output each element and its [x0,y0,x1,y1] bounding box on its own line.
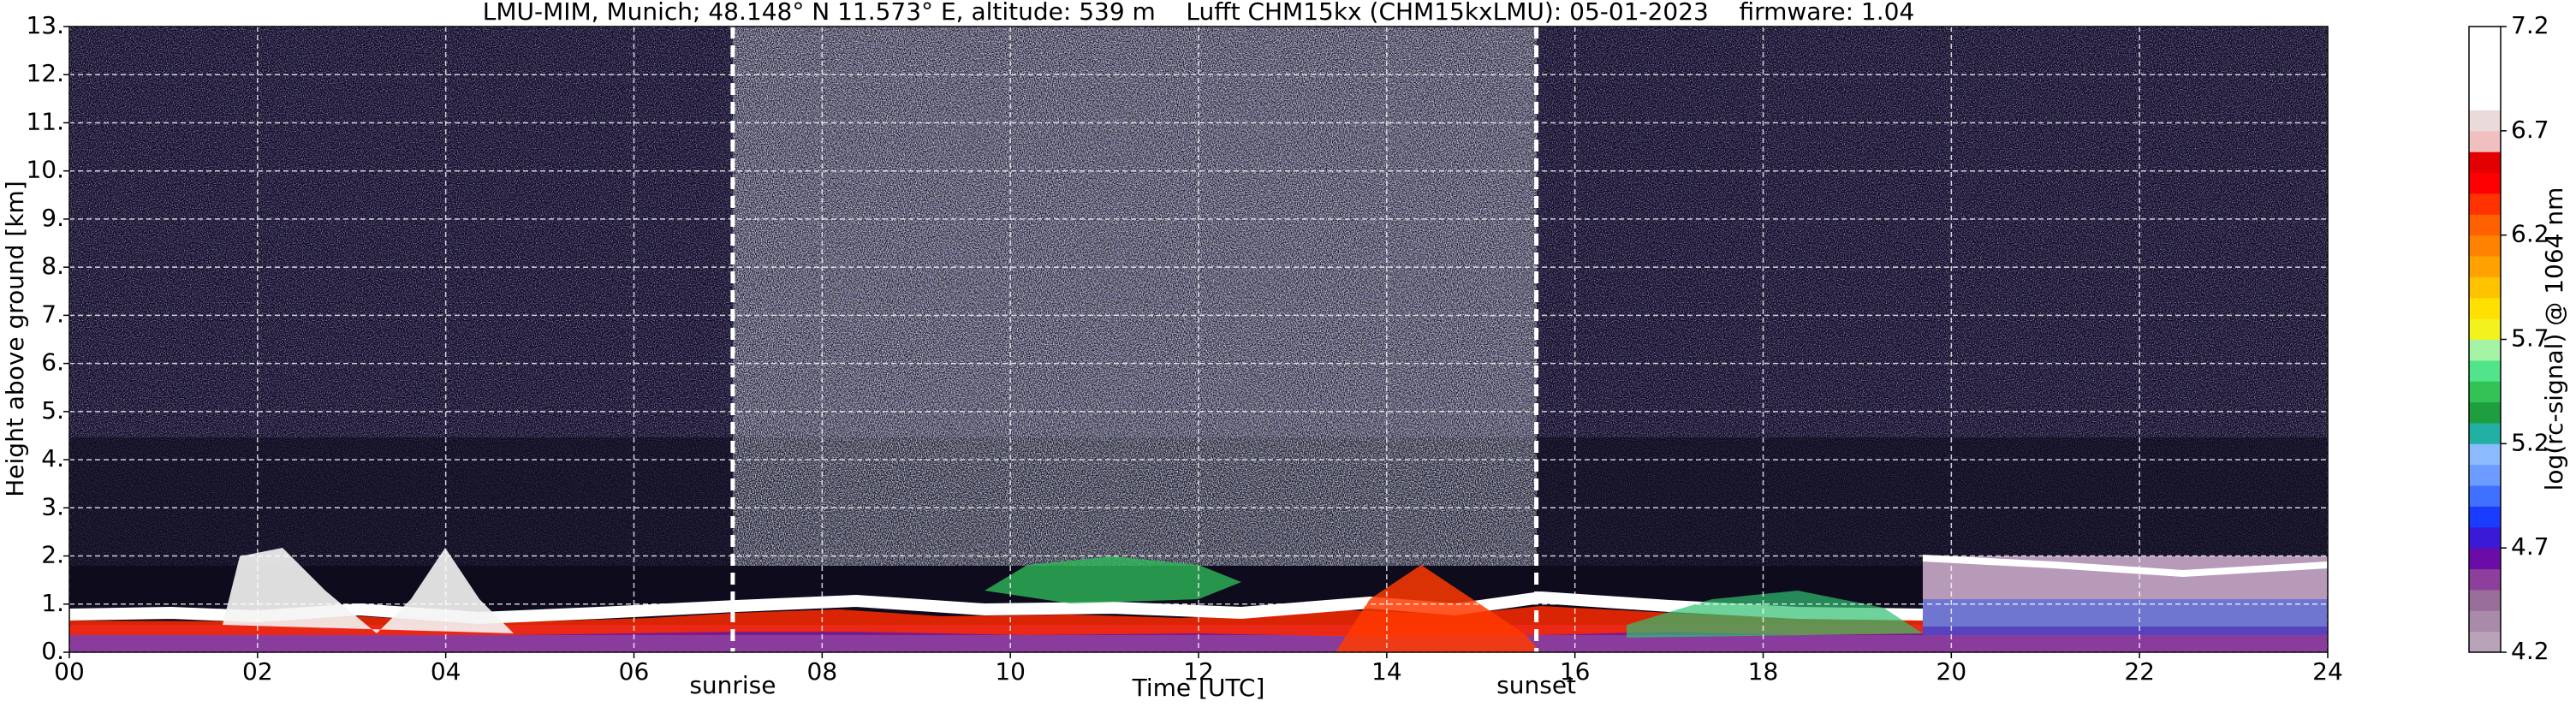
y-tick-label: 4. [41,444,64,472]
y-tick-label: 3. [41,492,64,520]
annotation-label: sunrise [689,671,776,699]
colorbar-swatch [2469,359,2501,382]
y-tick-label: 0. [41,637,64,665]
x-tick-label: 18 [1748,657,1779,686]
colorbar-tick-label: 5.2 [2511,428,2549,456]
cloud-top [1922,555,2329,578]
colorbar-label: log(rc-signal) @ 1064 nm [2540,187,2568,491]
colorbar-swatch [2469,589,2501,611]
colorbar-swatch [2469,47,2501,69]
colorbar-swatch [2469,443,2501,466]
x-tick-label: 00 [54,657,85,686]
colorbar-swatch [2469,401,2501,424]
colorbar-swatch [2469,422,2501,444]
colorbar-swatch [2469,610,2501,633]
colorbar-swatch [2469,256,2501,277]
x-tick-label: 06 [619,657,650,686]
x-tick-label: 02 [242,657,273,686]
colorbar-tick-label: 6.2 [2511,220,2549,248]
residual-layer [1923,599,2328,635]
y-axis-label: Height above ground [km] [1,181,29,497]
colorbar-swatch [2469,276,2501,299]
colorbar-tick-label: 4.7 [2511,532,2549,561]
colorbar-swatch [2469,631,2501,653]
colorbar-swatch [2469,381,2501,403]
colorbar-tick-label: 4.2 [2511,637,2549,665]
colorbar-tick-label: 5.7 [2511,324,2549,353]
x-axis-label: Time [UTC] [1132,674,1265,702]
colorbar-swatch [2469,464,2501,486]
x-tick-label: 22 [2124,657,2155,686]
x-tick-label: 14 [1371,657,1402,686]
y-tick-label: 10. [26,156,64,184]
colorbar-swatch [2469,27,2501,48]
colorbar-swatch [2469,89,2501,110]
colorbar-swatch [2469,568,2501,591]
y-tick-label: 6. [41,348,64,377]
daytime-noise [733,27,1537,566]
annotations [730,27,1539,652]
y-tick-label: 5. [41,396,64,425]
colorbar-swatch [2469,297,2501,319]
x-tick-label: 20 [1936,657,1967,686]
colorbar-swatch [2469,339,2501,361]
y-tick-label: 2. [41,541,64,569]
x-tick-label: 08 [807,657,838,686]
x-tick-label: 04 [431,657,461,686]
colorbar-swatch [2469,506,2501,528]
y-tick-label: 9. [41,204,64,232]
x-tick-label: 12 [1183,657,1214,686]
colorbar-swatch [2469,193,2501,215]
colorbar-tick-label: 6.7 [2511,116,2549,144]
colorbar-swatch [2469,485,2501,507]
cloud-feature [1627,591,1923,638]
x-tick-label: 16 [1560,657,1591,686]
chart-title: LMU-MIM, Munich; 48.148° N 11.573° E, al… [483,0,1915,26]
colorbar-swatch [2469,318,2501,340]
colorbar-swatch [2469,214,2501,236]
colorbar-swatch [2469,235,2501,257]
colorbar: 4.2 4.7 5.2 5.7 6.2 6.7 7.2 [2468,11,2549,665]
x-tick-label: 10 [995,657,1026,686]
colorbar-swatch [2469,172,2501,194]
y-tick-label: 13. [26,11,64,39]
x-tick-label: 24 [2312,657,2343,686]
cloud-feature [985,556,1241,603]
colorbar-tick-label: 7.2 [2511,11,2549,39]
y-tick-label: 8. [41,252,64,280]
y-tick-label: 7. [41,300,64,328]
y-tick-label: 11. [26,107,64,135]
y-tick-label: 1. [41,589,64,617]
colorbar-swatch [2469,110,2501,132]
annotation-label: sunset [1496,671,1576,699]
colorbar-swatch [2469,526,2501,549]
y-tick-label: 12. [26,59,64,87]
colorbar-swatch [2469,130,2501,152]
cloud-feature [223,548,514,633]
colorbar-swatch [2469,152,2501,174]
colorbar-swatch [2469,68,2501,90]
colorbar-swatch [2469,548,2501,570]
